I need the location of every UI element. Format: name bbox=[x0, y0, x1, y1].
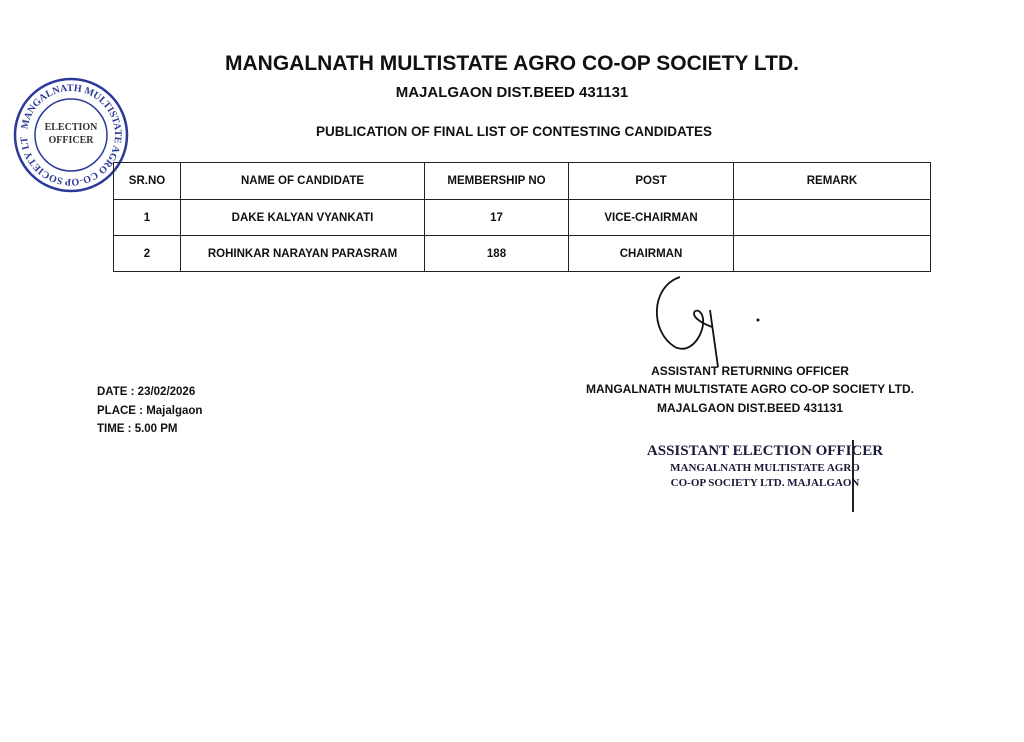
cell-post: VICE-CHAIRMAN bbox=[568, 199, 734, 236]
column-header: POST bbox=[568, 162, 734, 200]
signatory-title: ASSISTANT RETURNING OFFICER bbox=[651, 364, 849, 378]
table-row: 2 ROHINKAR NARAYAN PARASRAM 188 CHAIRMAN bbox=[113, 235, 931, 272]
signature bbox=[655, 276, 760, 368]
cell-membership-no: 188 bbox=[424, 235, 569, 272]
table-row: 1 DAKE KALYAN VYANKATI 17 VICE-CHAIRMAN bbox=[113, 199, 931, 236]
cell-sr-no: 1 bbox=[113, 199, 181, 236]
publication-heading: PUBLICATION OF FINAL LIST OF CONTESTING … bbox=[316, 124, 712, 139]
document-subtitle: MAJALGAON DIST.BEED 431131 bbox=[395, 84, 629, 101]
cell-sr-no: 2 bbox=[113, 235, 181, 272]
date-text: DATE : 23/02/2026 bbox=[97, 386, 196, 398]
stamp-location: CO-OP SOCIETY LTD. MAJALGAON bbox=[670, 477, 860, 489]
column-header: NAME OF CANDIDATE bbox=[180, 162, 425, 200]
cell-name: ROHINKAR NARAYAN PARASRAM bbox=[180, 235, 425, 272]
place-text: PLACE : Majalgaon bbox=[97, 405, 203, 417]
table-header-row: SR.NO NAME OF CANDIDATE MEMBERSHIP NO PO… bbox=[113, 162, 931, 200]
svg-text:OFFICER: OFFICER bbox=[49, 135, 95, 146]
stamp-border bbox=[852, 440, 854, 512]
svg-text:ELECTION: ELECTION bbox=[45, 122, 99, 133]
stamp-organization: MANGALNATH MULTISTATE AGRO bbox=[670, 462, 860, 474]
signatory-address: MAJALGAON DIST.BEED 431131 bbox=[656, 401, 844, 415]
document-title: MANGALNATH MULTISTATE AGRO CO-OP SOCIETY… bbox=[225, 52, 799, 75]
candidates-table: SR.NO NAME OF CANDIDATE MEMBERSHIP NO PO… bbox=[113, 162, 931, 272]
cell-remark bbox=[733, 199, 931, 236]
column-header: SR.NO bbox=[113, 162, 181, 200]
election-officer-seal: MANGALNATH MULTISTATE AGRO CO-OP SOCIETY… bbox=[12, 76, 129, 193]
stamp-title: ASSISTANT ELECTION OFFICER bbox=[646, 443, 884, 459]
column-header: MEMBERSHIP NO bbox=[424, 162, 569, 200]
signatory-organization: MANGALNATH MULTISTATE AGRO CO-OP SOCIETY… bbox=[586, 382, 914, 396]
cell-post: CHAIRMAN bbox=[568, 235, 734, 272]
column-header: REMARK bbox=[733, 162, 931, 200]
cell-membership-no: 17 bbox=[424, 199, 569, 236]
cell-name: DAKE KALYAN VYANKATI bbox=[180, 199, 425, 236]
time-text: TIME : 5.00 PM bbox=[97, 423, 178, 435]
cell-remark bbox=[733, 235, 931, 272]
